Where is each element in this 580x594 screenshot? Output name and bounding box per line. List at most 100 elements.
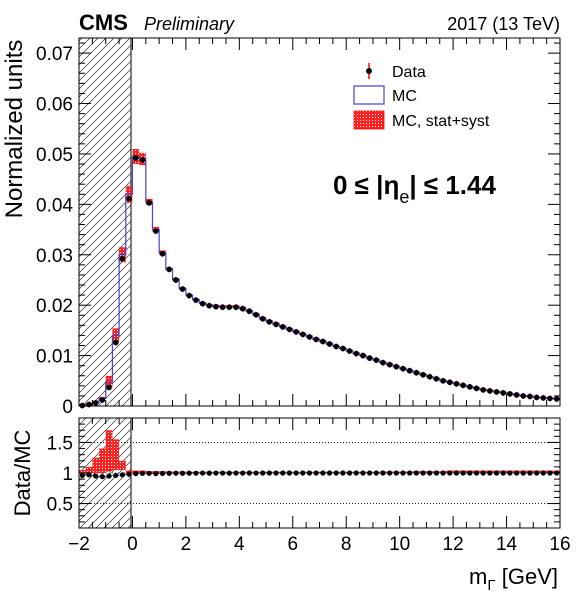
ratio-point (286, 470, 293, 476)
data-point (460, 382, 466, 389)
ratio-point (260, 470, 266, 476)
data-point (533, 394, 540, 401)
eta-range-label: 0 ≤ |η (333, 170, 399, 200)
ratio-point (393, 470, 399, 476)
ratio-x-tick-label: −2 (68, 534, 90, 555)
ratio-point (353, 470, 359, 476)
data-point (507, 391, 513, 397)
ratio-points (79, 470, 560, 480)
ratio-point (93, 473, 99, 479)
ratio-point (407, 470, 413, 476)
main-y-tick-label: 0.07 (36, 44, 73, 65)
data-point (106, 384, 112, 391)
main-y-tick-label: 0.06 (36, 95, 73, 116)
data-point (186, 292, 193, 299)
data-point (239, 305, 246, 312)
main-y-tick-label: 0 (62, 397, 73, 418)
ratio-point (153, 471, 159, 477)
x-axis-label: mΓ [GeV] (469, 564, 558, 594)
data-point (320, 338, 326, 345)
ratio-band-bin (105, 430, 113, 472)
ratio-point (233, 470, 239, 476)
lumi-label: 2017 (13 TeV) (447, 14, 560, 34)
ratio-point (540, 470, 546, 476)
ratio-x-axis: −2 0 2 4 6 8 10 12 14 16 (68, 418, 571, 555)
ratio-uncertainty-band (79, 430, 560, 474)
data-point (219, 304, 226, 310)
eta-subscript: e (399, 187, 409, 207)
main-ylabel: Normalized units (1, 40, 28, 219)
ratio-point (320, 470, 326, 476)
ratio-point (520, 470, 526, 476)
data-point (273, 321, 279, 328)
ratio-point (487, 470, 493, 476)
data-point (346, 348, 353, 354)
data-point (193, 297, 199, 303)
data-point (406, 367, 413, 374)
data-point (146, 200, 152, 206)
ratio-x-tick-label: 16 (549, 534, 570, 555)
ratio-band-bin (79, 469, 86, 473)
ratio-point (380, 470, 386, 476)
ratio-band-bin (92, 457, 100, 473)
main-y-tick-label: 0.04 (36, 195, 73, 216)
data-point (393, 363, 400, 370)
ratio-point (313, 470, 319, 476)
ratio-point (513, 470, 520, 476)
data-point (513, 392, 520, 398)
ratio-point (306, 470, 313, 476)
ratio-y-axis: 0.5 1 1.5 (47, 423, 560, 523)
ratio-point (206, 470, 212, 476)
ratio-point (473, 470, 480, 476)
cms-label: CMS (79, 10, 128, 35)
legend-mc-marker (353, 85, 385, 105)
ratio-point (413, 470, 419, 476)
ratio-point (300, 470, 306, 476)
ratio-point (79, 472, 85, 479)
data-point (132, 155, 139, 161)
ratio-y-tick-label: 1 (62, 464, 73, 485)
data-point (313, 336, 319, 343)
ratio-ylabel: Data/MC (10, 429, 35, 516)
ratio-point (340, 470, 346, 476)
data-point (226, 304, 233, 310)
data-points (79, 154, 560, 409)
ratio-point (126, 471, 132, 477)
ratio-point (453, 470, 460, 476)
ratio-point (387, 470, 393, 476)
data-point (340, 345, 346, 352)
ratio-point (106, 473, 112, 479)
ratio-point (86, 472, 92, 478)
data-point (246, 308, 253, 315)
ratio-point (133, 471, 139, 477)
ratio-band-bin (112, 439, 120, 470)
data-point (540, 395, 547, 401)
data-point (213, 303, 219, 310)
data-point (233, 304, 239, 310)
data-point (286, 326, 293, 333)
ratio-point (226, 470, 232, 476)
ratio-point (159, 470, 166, 477)
legend: Data MC MC, stat+syst (353, 63, 490, 130)
data-point (206, 302, 213, 309)
ratio-band-bin (85, 466, 93, 473)
data-point (480, 387, 486, 393)
ratio-point (460, 470, 466, 476)
ratio-point (173, 470, 179, 476)
data-point (420, 371, 426, 378)
ratio-point (246, 470, 252, 476)
data-point (159, 250, 166, 257)
legend-data-label: Data (392, 64, 426, 81)
ratio-point (139, 470, 146, 476)
ratio-point (467, 470, 473, 476)
data-point (433, 375, 440, 382)
data-point (467, 384, 473, 390)
ratio-band-bin (99, 448, 106, 473)
ratio-point (373, 470, 379, 476)
main-x-ticks (78, 38, 561, 406)
ratio-x-tick-label: 2 (181, 534, 192, 555)
main-y-tick-label: 0.01 (36, 347, 73, 368)
data-point (520, 393, 527, 399)
svg-text:0 ≤ |ηe| ≤ 1.44: 0 ≤ |ηe| ≤ 1.44 (333, 170, 496, 207)
